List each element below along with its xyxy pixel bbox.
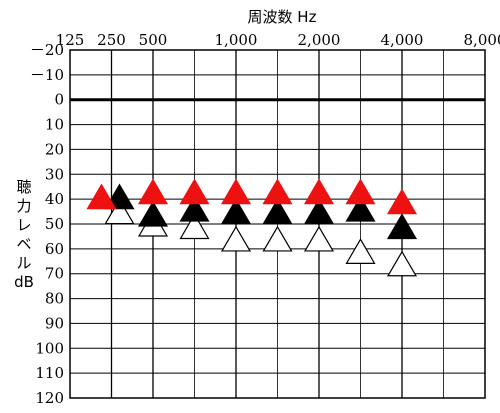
triangle-marker	[86, 183, 117, 210]
x-tick-label: 8,000	[464, 31, 500, 49]
y-tick-label: 10	[45, 116, 64, 134]
triangle-marker	[386, 188, 418, 215]
y-tick-label: 110	[35, 364, 64, 382]
x-tick-label: 2,000	[298, 31, 341, 49]
x-axis-title: 周波数 Hz	[248, 8, 317, 26]
triangle-marker	[179, 213, 210, 240]
triangle-marker	[179, 178, 210, 205]
triangle-marker	[386, 213, 418, 240]
triangle-marker	[220, 225, 252, 252]
y-tick-label: 120	[35, 389, 64, 407]
triangle-marker	[137, 200, 169, 227]
y-tick-label: 50	[45, 215, 64, 233]
y-tick-label: －10	[30, 66, 64, 84]
y-tick-label: 80	[45, 290, 64, 308]
x-tick-label: 500	[139, 31, 168, 49]
triangle-marker	[345, 178, 376, 205]
chart-grid	[69, 49, 486, 399]
x-tick-labels: 125 250 500 1,000 2,000 4,000 8,000	[56, 31, 500, 49]
y-tick-label: 0	[54, 91, 64, 109]
y-tick-label: 100	[35, 339, 64, 357]
y-tick-label: －20	[30, 41, 64, 59]
triangle-marker	[345, 238, 376, 264]
x-tick-label: 4,000	[381, 31, 424, 49]
chart-marks	[86, 178, 418, 277]
triangle-marker	[220, 178, 252, 205]
y-axis-title-char: ル	[16, 254, 31, 272]
triangle-marker	[262, 178, 293, 205]
triangle-marker	[179, 195, 210, 222]
triangle-marker	[220, 198, 252, 225]
y-axis-title-char: レ	[16, 216, 31, 234]
triangle-marker	[137, 178, 169, 205]
y-tick-label: 60	[45, 240, 64, 258]
y-tick-label: 40	[45, 190, 64, 208]
y-tick-label: 70	[45, 265, 64, 283]
triangle-marker	[303, 178, 335, 205]
x-tick-label: 125	[56, 31, 85, 49]
triangle-marker	[345, 195, 376, 222]
triangle-marker	[303, 198, 335, 225]
triangle-marker	[386, 250, 418, 277]
y-tick-label: 30	[45, 165, 64, 183]
y-axis-title-char: 聴	[16, 178, 31, 196]
y-axis-title-char: 力	[16, 197, 31, 215]
triangle-marker	[262, 225, 293, 252]
y-axis-title-char: ベ	[16, 235, 31, 253]
y-tick-label: 90	[45, 314, 64, 332]
x-tick-label: 1,000	[215, 31, 258, 49]
y-tick-label: 20	[45, 140, 64, 158]
x-tick-label: 250	[97, 31, 126, 49]
y-axis-title-char: dB	[14, 273, 34, 291]
triangle-marker	[262, 198, 293, 225]
y-tick-labels: －20 －10 0 10 20 30 40 50 60 70 80 90 100 110 120	[30, 41, 64, 407]
triangle-marker	[303, 225, 335, 252]
triangle-marker	[104, 198, 135, 225]
